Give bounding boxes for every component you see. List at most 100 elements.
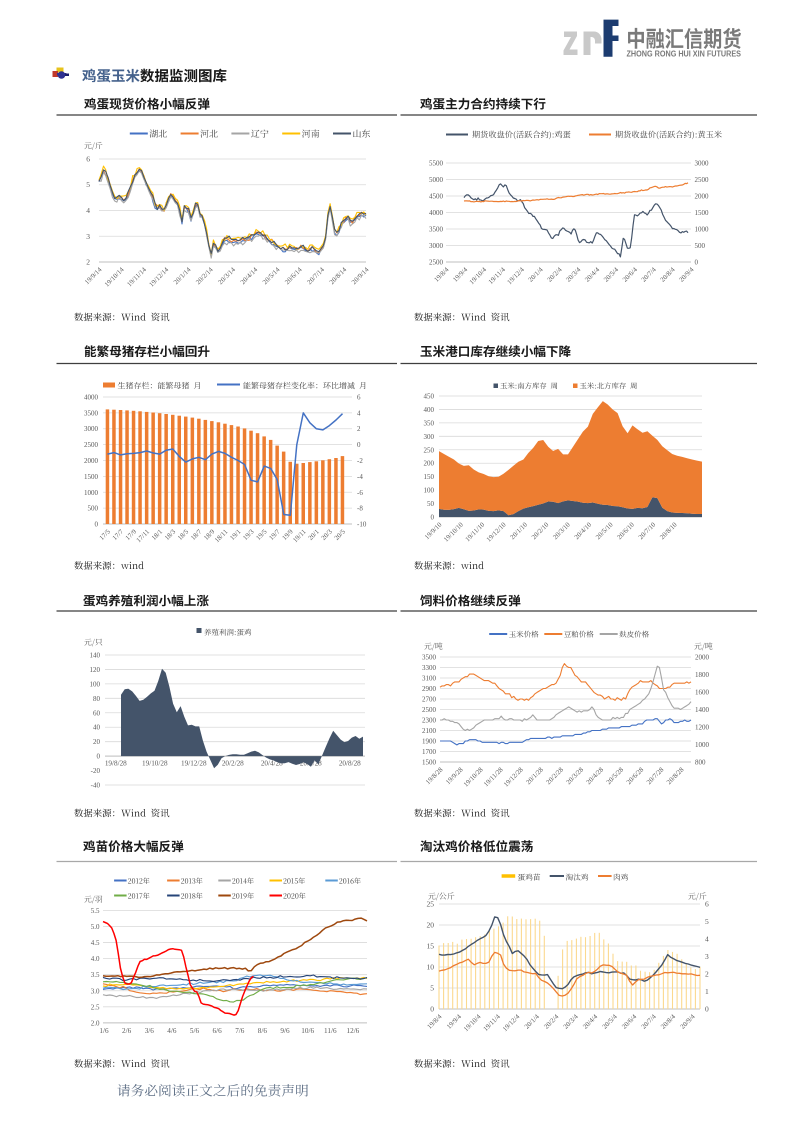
svg-text:20: 20 xyxy=(93,738,101,746)
svg-text:5/6: 5/6 xyxy=(190,1027,200,1035)
svg-text:0: 0 xyxy=(97,753,101,761)
svg-text:5: 5 xyxy=(86,180,90,189)
svg-text:2000: 2000 xyxy=(695,193,710,201)
svg-text:1000: 1000 xyxy=(695,226,710,234)
svg-text:60: 60 xyxy=(93,709,101,717)
svg-text:3500: 3500 xyxy=(422,654,437,662)
svg-text:19/8/28: 19/8/28 xyxy=(105,760,127,768)
svg-text:8/6: 8/6 xyxy=(258,1027,268,1035)
svg-text:11/6: 11/6 xyxy=(324,1027,337,1035)
svg-text:5: 5 xyxy=(430,984,434,993)
svg-text:300: 300 xyxy=(424,433,435,441)
svg-text:2.5: 2.5 xyxy=(91,1003,100,1011)
svg-text:20/2/28: 20/2/28 xyxy=(222,760,244,768)
svg-text:5.5: 5.5 xyxy=(91,907,100,915)
svg-text:6/6: 6/6 xyxy=(213,1027,223,1035)
svg-text:1500: 1500 xyxy=(422,759,437,767)
svg-text:40: 40 xyxy=(93,724,101,732)
svg-text:800: 800 xyxy=(695,759,706,767)
svg-text:2500: 2500 xyxy=(429,259,444,267)
svg-text:2900: 2900 xyxy=(422,685,437,693)
svg-text:3000: 3000 xyxy=(84,425,99,433)
svg-text:350: 350 xyxy=(424,419,435,427)
svg-text:4.0: 4.0 xyxy=(91,955,100,963)
svg-text:50: 50 xyxy=(427,500,435,508)
svg-text:1000: 1000 xyxy=(695,741,710,749)
svg-text:20/8/28: 20/8/28 xyxy=(339,760,361,768)
svg-text:3000: 3000 xyxy=(695,160,710,168)
svg-text:4.5: 4.5 xyxy=(91,939,100,947)
svg-text:12/6: 12/6 xyxy=(347,1027,360,1035)
svg-text:3/6: 3/6 xyxy=(145,1027,155,1035)
svg-text:ZHONG RONG HUI XIN FUTURES: ZHONG RONG HUI XIN FUTURES xyxy=(627,50,742,59)
svg-text:-4: -4 xyxy=(357,473,363,481)
svg-text:1: 1 xyxy=(705,987,709,996)
svg-text:0: 0 xyxy=(357,441,361,449)
svg-text:1200: 1200 xyxy=(695,724,710,732)
svg-text:500: 500 xyxy=(695,242,706,250)
svg-text:-2: -2 xyxy=(357,457,363,465)
svg-text:10/6: 10/6 xyxy=(301,1027,314,1035)
svg-text:25: 25 xyxy=(427,900,435,909)
svg-text:3500: 3500 xyxy=(84,409,99,417)
svg-text:2: 2 xyxy=(357,425,361,433)
svg-text:2000: 2000 xyxy=(695,654,710,662)
svg-text:-6: -6 xyxy=(357,489,363,497)
svg-text:3300: 3300 xyxy=(422,664,437,672)
svg-text:20: 20 xyxy=(427,921,435,930)
svg-text:-10: -10 xyxy=(357,521,367,529)
svg-text:-20: -20 xyxy=(91,767,101,775)
svg-text:0: 0 xyxy=(431,514,435,522)
svg-text:1900: 1900 xyxy=(422,738,437,746)
svg-text:10: 10 xyxy=(427,963,435,972)
svg-text:20/4/28: 20/4/28 xyxy=(261,760,283,768)
svg-text:4500: 4500 xyxy=(429,193,444,201)
svg-text:2300: 2300 xyxy=(422,717,437,725)
svg-text:200: 200 xyxy=(424,460,435,468)
svg-text:15: 15 xyxy=(427,942,435,951)
svg-text:4000: 4000 xyxy=(429,209,444,217)
svg-text:1/6: 1/6 xyxy=(99,1027,109,1035)
svg-text:3.0: 3.0 xyxy=(91,987,100,995)
svg-text:19/10/28: 19/10/28 xyxy=(142,760,168,768)
svg-text:250: 250 xyxy=(424,446,435,454)
svg-text:4: 4 xyxy=(86,206,90,215)
svg-text:80: 80 xyxy=(93,695,101,703)
svg-text:4/6: 4/6 xyxy=(167,1027,177,1035)
svg-text:6: 6 xyxy=(705,900,709,909)
svg-text:2: 2 xyxy=(705,970,709,979)
svg-text:4: 4 xyxy=(705,935,709,944)
svg-text:1800: 1800 xyxy=(695,671,710,679)
svg-text:1600: 1600 xyxy=(695,689,710,697)
svg-text:120: 120 xyxy=(90,666,101,674)
svg-text:2500: 2500 xyxy=(84,441,99,449)
svg-text:0: 0 xyxy=(430,1005,434,1014)
svg-text:140: 140 xyxy=(90,652,101,660)
svg-text:1700: 1700 xyxy=(422,748,437,756)
svg-text:450: 450 xyxy=(424,393,435,401)
svg-text:2500: 2500 xyxy=(422,706,437,714)
svg-text:19/12/28: 19/12/28 xyxy=(181,760,207,768)
svg-text:1000: 1000 xyxy=(84,489,99,497)
svg-text:1400: 1400 xyxy=(695,706,710,714)
svg-text:5.0: 5.0 xyxy=(91,923,100,931)
svg-text:5000: 5000 xyxy=(429,176,444,184)
svg-text:2700: 2700 xyxy=(422,696,437,704)
svg-text:1500: 1500 xyxy=(84,473,99,481)
svg-text:4000: 4000 xyxy=(84,394,99,402)
svg-text:400: 400 xyxy=(424,406,435,414)
svg-text:3: 3 xyxy=(86,232,90,241)
svg-text:3: 3 xyxy=(705,952,709,961)
svg-text:5: 5 xyxy=(705,917,709,926)
svg-text:100: 100 xyxy=(90,680,101,688)
svg-text:0: 0 xyxy=(695,259,699,267)
svg-text:2: 2 xyxy=(86,258,90,267)
svg-text:-40: -40 xyxy=(91,782,101,790)
svg-text:6: 6 xyxy=(86,155,90,164)
svg-text:3100: 3100 xyxy=(422,675,437,683)
svg-text:7/6: 7/6 xyxy=(235,1027,245,1035)
svg-text:2500: 2500 xyxy=(695,176,710,184)
svg-text:2.0: 2.0 xyxy=(91,1019,100,1027)
svg-text:3.5: 3.5 xyxy=(91,971,100,979)
svg-text:1500: 1500 xyxy=(695,209,710,217)
